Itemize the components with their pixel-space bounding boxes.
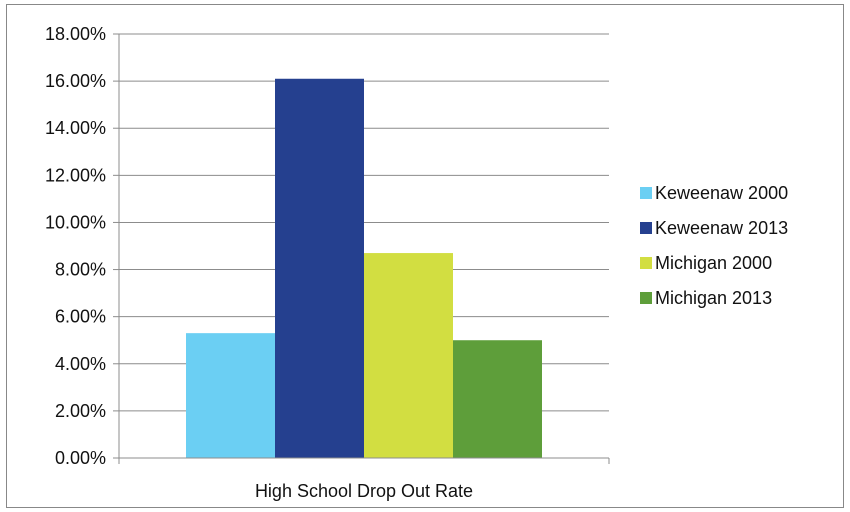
legend-label: Michigan 2000 <box>655 253 772 273</box>
bar-chart: 0.00% 2.00% 4.00% 6.00% 8.00% 10.00% 12.00% 14.… <box>45 24 788 501</box>
axes <box>118 34 610 464</box>
x-axis-tick-labels: High School Drop Out Rate <box>255 481 473 501</box>
legend-item: Keweenaw 2013 <box>640 218 788 238</box>
y-tick-label: 2.00% <box>55 401 106 421</box>
legend: Keweenaw 2000 Keweenaw 2013 Michigan 2000 M… <box>640 183 788 308</box>
bar <box>275 78 364 458</box>
legend-swatch <box>640 257 652 269</box>
y-axis-tick-labels: 0.00% 2.00% 4.00% 6.00% 8.00% 10.00% 12.00% 14.… <box>45 24 106 468</box>
legend-label: Keweenaw 2013 <box>655 218 788 238</box>
legend-swatch <box>640 222 652 234</box>
y-tick-label: 10.00% <box>45 212 106 232</box>
legend-item: Keweenaw 2000 <box>640 183 788 203</box>
legend-item: Michigan 2000 <box>640 253 772 273</box>
y-tick-label: 12.00% <box>45 165 106 185</box>
bar <box>453 340 542 458</box>
y-tick-label: 18.00% <box>45 24 106 44</box>
y-tick-label: 0.00% <box>55 448 106 468</box>
legend-item: Michigan 2013 <box>640 288 772 308</box>
bar <box>186 333 275 458</box>
y-tick-label: 14.00% <box>45 118 106 138</box>
x-tick-label: High School Drop Out Rate <box>255 481 473 501</box>
legend-label: Michigan 2013 <box>655 288 772 308</box>
bar <box>364 253 453 458</box>
y-tick-label: 6.00% <box>55 307 106 327</box>
legend-swatch <box>640 292 652 304</box>
y-tick-label: 16.00% <box>45 71 106 91</box>
bars <box>186 78 542 458</box>
y-tick-label: 8.00% <box>55 260 106 280</box>
legend-swatch <box>640 187 652 199</box>
chart-frame: 0.00% 2.00% 4.00% 6.00% 8.00% 10.00% 12.00% 14.… <box>6 4 844 508</box>
legend-label: Keweenaw 2000 <box>655 183 788 203</box>
y-tick-label: 4.00% <box>55 354 106 374</box>
